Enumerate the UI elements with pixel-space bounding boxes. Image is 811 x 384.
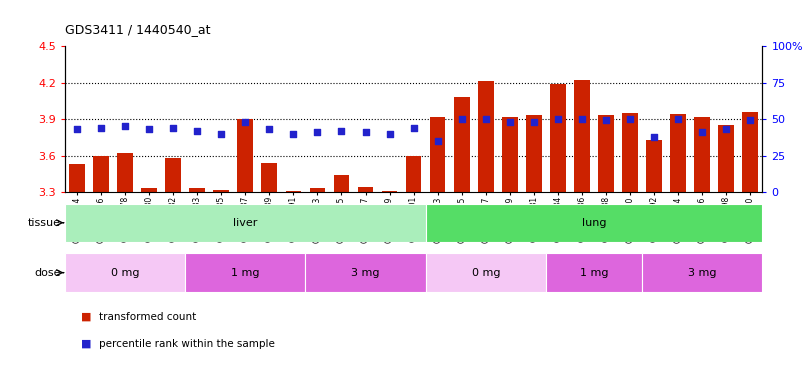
Bar [213,190,229,192]
Point [455,116,468,122]
Point [263,126,276,132]
Bar [642,253,762,292]
Bar [189,188,205,192]
Bar [546,253,642,292]
Bar [65,253,185,292]
Point [551,116,564,122]
Point [238,119,251,125]
Text: lung: lung [581,218,607,228]
Text: ■: ■ [81,312,92,322]
Bar [141,188,157,192]
Bar [719,125,734,192]
Bar [478,81,494,192]
Bar [426,204,762,242]
Text: 1 mg: 1 mg [231,268,260,278]
Bar [185,253,306,292]
Text: percentile rank within the sample: percentile rank within the sample [99,339,275,349]
Bar [646,140,662,192]
Point [720,126,733,132]
Point [599,118,612,124]
Point [576,116,589,122]
Bar [743,112,758,192]
Point [744,118,757,124]
Point [94,125,107,131]
Point [71,126,84,132]
Point [407,125,420,131]
Point [624,116,637,122]
Text: liver: liver [233,218,257,228]
Bar [165,158,181,192]
Point [359,129,372,135]
Point [215,131,228,137]
Text: transformed count: transformed count [99,312,196,322]
Point [696,129,709,135]
Bar [382,191,397,192]
Bar [622,113,638,192]
Point [431,138,444,144]
Text: 3 mg: 3 mg [351,268,380,278]
Point [648,134,661,140]
Bar [358,187,373,192]
Bar [406,156,422,192]
Point [335,127,348,134]
Bar [310,188,325,192]
Text: 3 mg: 3 mg [688,268,716,278]
Bar [333,175,350,192]
Bar [694,117,710,192]
Bar [671,114,686,192]
Point [479,116,492,122]
Point [166,125,179,131]
Bar [599,115,614,192]
Text: 0 mg: 0 mg [111,268,139,278]
Point [311,129,324,135]
Text: 0 mg: 0 mg [471,268,500,278]
Point [191,127,204,134]
Point [383,131,396,137]
Bar [426,253,546,292]
Bar [430,117,445,192]
Bar [261,163,277,192]
Bar [454,97,470,192]
Text: tissue: tissue [28,218,61,228]
Point [143,126,156,132]
Bar [69,164,84,192]
Text: GDS3411 / 1440540_at: GDS3411 / 1440540_at [65,23,210,36]
Point [504,119,517,125]
Text: dose: dose [34,268,61,278]
Bar [306,253,426,292]
Bar [574,80,590,192]
Bar [117,153,133,192]
Text: ■: ■ [81,339,92,349]
Bar [550,84,566,192]
Bar [526,115,542,192]
Point [287,131,300,137]
Bar [285,191,301,192]
Bar [238,119,253,192]
Text: 1 mg: 1 mg [580,268,608,278]
Bar [502,117,517,192]
Bar [93,156,109,192]
Bar [65,204,426,242]
Point [672,116,684,122]
Point [527,119,540,125]
Point [118,123,131,129]
